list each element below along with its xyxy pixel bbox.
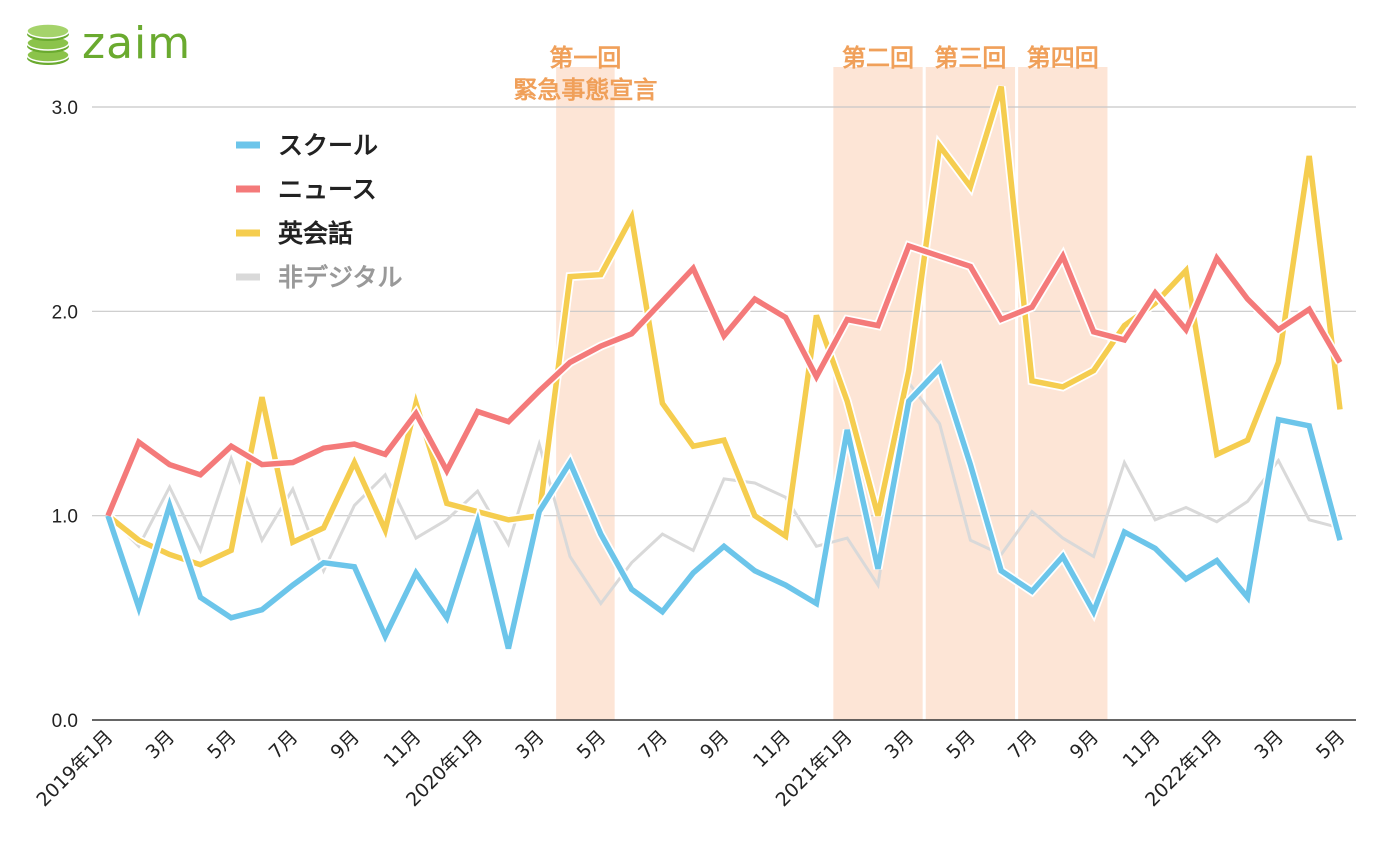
- x-tick-label: 11月: [1119, 726, 1165, 772]
- x-tick-label: 9月: [696, 726, 734, 764]
- series-line-ニュース: [105, 242, 1343, 517]
- x-tick-label: 7月: [1004, 726, 1042, 764]
- period-label-3-1: 第三回: [934, 44, 1006, 72]
- legend-label: スクール: [278, 131, 378, 160]
- x-tick-label: 5月: [203, 726, 241, 764]
- period-label-1-1: 第一回: [549, 44, 621, 72]
- x-tick-label: 11月: [379, 726, 425, 772]
- coin-stack-icon: [26, 23, 70, 65]
- x-tick-label: 5月: [573, 726, 611, 764]
- series-outline-2: [103, 359, 1345, 650]
- x-tick-label: 3月: [142, 726, 180, 764]
- legend-label: 非デジタル: [278, 263, 403, 292]
- x-tick-label: 9月: [326, 726, 364, 764]
- logo-text: zaim: [82, 18, 192, 69]
- x-tick-label: 7月: [634, 726, 672, 764]
- x-tick-label: 3月: [881, 726, 919, 764]
- x-tick-label: 5月: [1312, 726, 1350, 764]
- y-tick-label: 2.0: [52, 302, 78, 323]
- x-tick-label: 3月: [511, 726, 549, 764]
- legend-label: ニュース: [278, 175, 377, 204]
- period-label-4-1: 第四回: [1027, 44, 1099, 72]
- shaded-period-1: [556, 67, 615, 720]
- period-label-1-2: 緊急事態宣言: [513, 76, 657, 104]
- series-line-スクール: [105, 363, 1343, 650]
- x-tick-label: 5月: [942, 726, 980, 764]
- x-tick-label: 2019年1月: [32, 726, 117, 811]
- x-tick-label: 7月: [265, 726, 303, 764]
- series-line-非デジタル: [106, 379, 1341, 607]
- x-tick-label: 9月: [1066, 726, 1104, 764]
- period-label-2-1: 第二回: [842, 44, 914, 72]
- y-tick-label: 3.0: [52, 98, 78, 119]
- shaded-period-4: [1018, 67, 1108, 720]
- y-tick-label: 0.0: [52, 711, 78, 732]
- legend-label: 英会話: [278, 219, 353, 248]
- x-tick-label: 3月: [1250, 726, 1288, 764]
- zaim-logo: zaim: [22, 20, 191, 68]
- x-tick-label: 11月: [749, 726, 795, 772]
- y-tick-label: 1.0: [52, 507, 78, 528]
